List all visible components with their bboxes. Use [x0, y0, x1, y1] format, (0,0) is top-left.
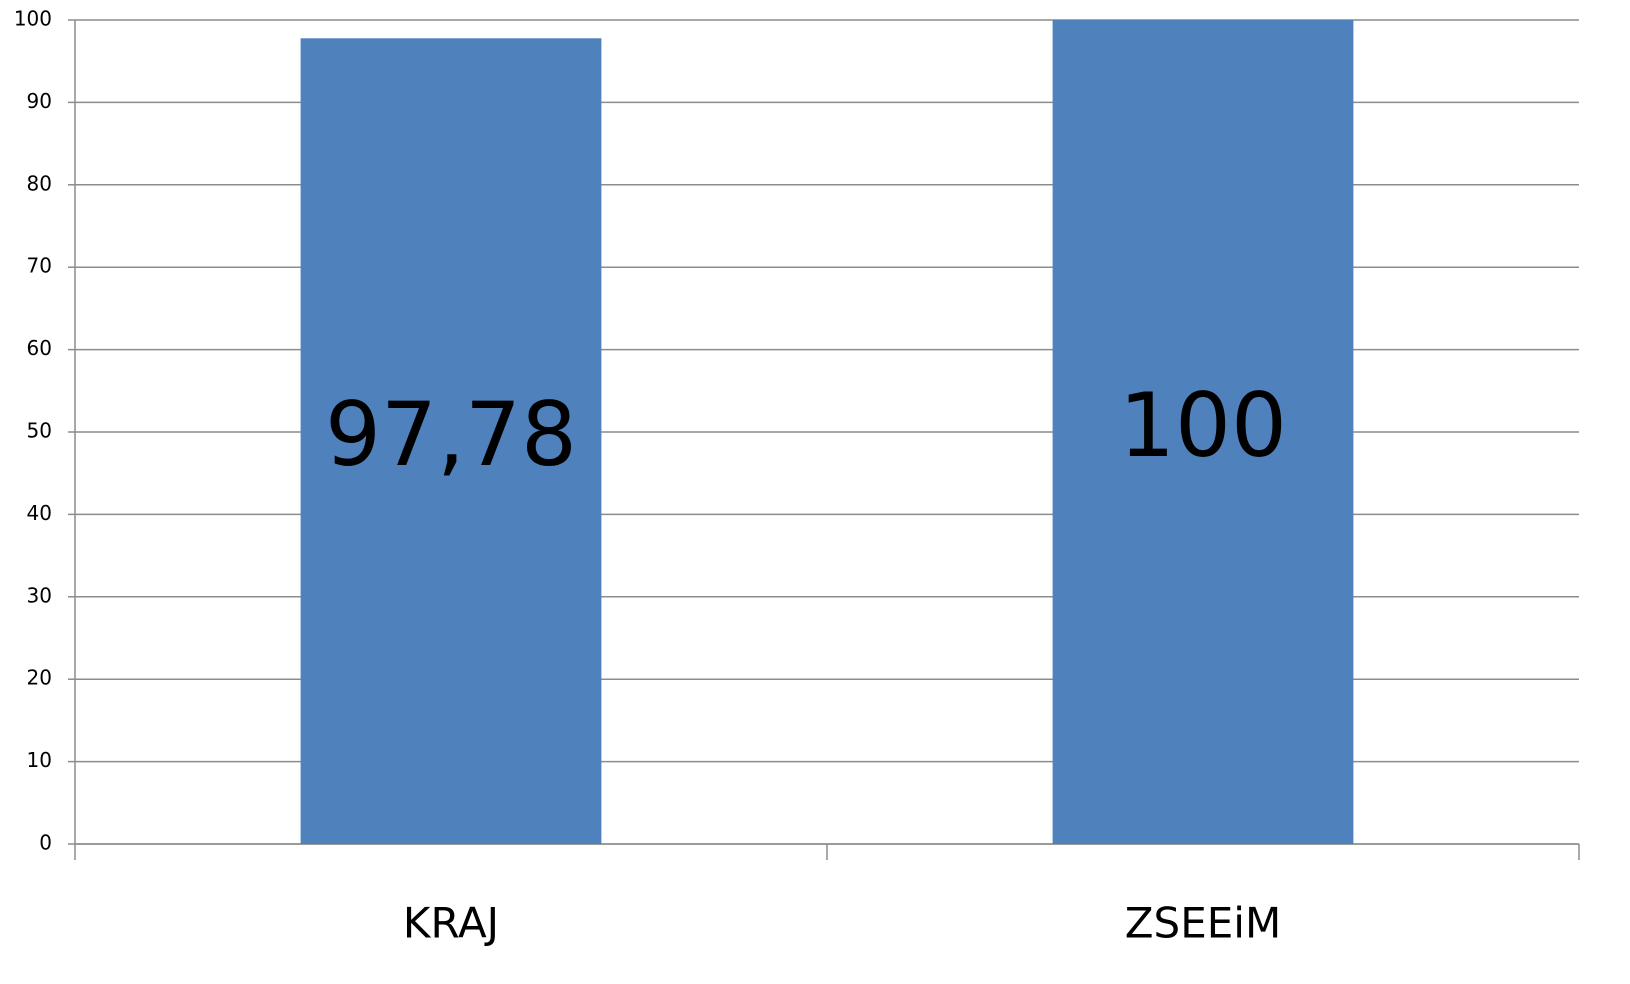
y-tick-label: 50	[27, 419, 52, 443]
data-label: 100	[1119, 374, 1287, 477]
bar	[1052, 20, 1354, 844]
y-tick-label: 30	[27, 583, 52, 607]
y-tick-label: 10	[27, 748, 52, 772]
y-tick-label: 100	[14, 7, 52, 31]
y-tick-label: 70	[27, 254, 52, 278]
x-tick-label: ZSEEiM	[1125, 899, 1281, 948]
data-label: 97,78	[325, 383, 577, 486]
y-tick-label: 80	[27, 171, 52, 195]
x-tick-label: KRAJ	[403, 899, 499, 948]
y-tick-label: 90	[27, 89, 52, 113]
y-tick-label: 0	[39, 831, 52, 855]
bar	[300, 38, 602, 845]
y-tick-label: 40	[27, 501, 52, 525]
y-tick-label: 20	[27, 666, 52, 690]
y-tick-label: 60	[27, 336, 52, 360]
